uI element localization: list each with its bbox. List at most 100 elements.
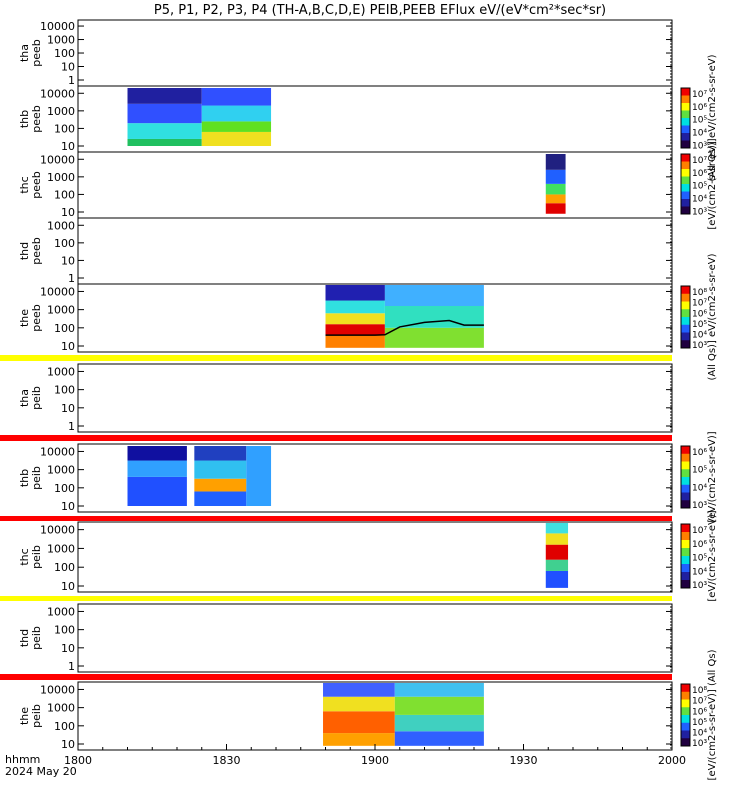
colorbar-segment xyxy=(681,484,690,493)
spectrogram-band xyxy=(545,533,569,545)
colorbar-title: (All Qs)] eV/(cm2-s-sr-eV) xyxy=(707,54,718,181)
panel-probe-label: thd xyxy=(18,629,31,647)
spectrogram-band xyxy=(384,285,484,306)
colorbar-tick-label: 10⁴ xyxy=(692,567,707,577)
colorbar-segment xyxy=(681,286,690,295)
colorbar-title: [eV/(cm2-s-sr-eV)] (All Qs) xyxy=(707,649,718,780)
y-tick-label: 1000 xyxy=(47,605,75,618)
panel-probe-label: thb xyxy=(18,469,31,487)
spectrogram-band xyxy=(545,154,566,170)
panel-thd-peeb: 1000 100 10 1 thd peeb xyxy=(18,217,673,285)
y-tick-label: 1 xyxy=(68,660,75,673)
y-tick-label: 1000 xyxy=(47,702,75,715)
spectrogram-band xyxy=(545,559,569,571)
panel-probe-label: the xyxy=(18,309,31,327)
quality-flag-bar xyxy=(0,435,672,441)
spectrogram-band xyxy=(323,683,395,697)
colorbar-segment xyxy=(681,707,690,716)
colorbar-tick-label: 10⁴ xyxy=(692,729,707,739)
colorbar-segment xyxy=(681,118,690,126)
colorbar-segment xyxy=(681,722,690,731)
y-tick-label: 100 xyxy=(54,322,75,335)
y-tick-label: 100 xyxy=(54,720,75,733)
panel-product-label: peib xyxy=(30,626,43,650)
panel-probe-label: thc xyxy=(18,176,31,193)
colorbar-tick-label: 10⁷ xyxy=(692,90,707,100)
spectrogram-band xyxy=(201,121,272,132)
panel-product-label: peeb xyxy=(30,304,43,332)
panel-product-label: peib xyxy=(30,386,43,410)
y-tick-label: 100 xyxy=(54,237,75,250)
colorbar-segment xyxy=(681,191,690,200)
x-tick-label: 1800 xyxy=(64,754,92,767)
y-tick-label: 1 xyxy=(68,74,75,87)
colorbar-segment xyxy=(681,492,690,501)
colorbar-title: [eV/(cm2-s-sr-eV)] xyxy=(707,138,718,229)
y-tick-label: 10 xyxy=(61,500,75,513)
colorbar-frame xyxy=(680,153,691,215)
panel-frame xyxy=(77,217,673,285)
y-tick-label: 10000 xyxy=(40,445,75,458)
panel-thd-peib: 1000 100 10 1 thd peib xyxy=(0,603,673,680)
colorbar-tick-label: 10⁴ xyxy=(692,483,707,493)
panel-product-label: peeb xyxy=(30,105,43,133)
colorbar-tick-label: 10⁶ xyxy=(692,540,707,550)
spacecraft-potential-line xyxy=(325,319,484,336)
spectrogram-band xyxy=(545,169,566,184)
panel-frame xyxy=(77,443,673,513)
colorbar-segment xyxy=(681,332,690,341)
x-tick-label: 1900 xyxy=(361,754,389,767)
panel-frame xyxy=(77,521,673,593)
colorbar-segment xyxy=(681,206,690,215)
quality-flag-bar xyxy=(0,355,672,361)
colorbar-tick-label: 10⁴ xyxy=(692,128,707,138)
spectrogram-band xyxy=(127,123,202,139)
colorbar-tick-label: 10³ xyxy=(692,581,707,591)
panel-thc-peib: 10000 1000 100 10 thc peib 10⁷ 10⁶ 10⁵ 10⁴ 10³ [eV/… xyxy=(0,510,718,602)
x-axis: 1800 1830 1900 1930 2000 xyxy=(64,744,686,767)
colorbar-segment xyxy=(681,556,690,565)
colorbar-tick-label: 10⁶ xyxy=(692,448,707,458)
y-tick-label: 1000 xyxy=(47,105,75,118)
time-format-label: hhmm xyxy=(5,753,40,766)
panel-product-label: peib xyxy=(30,704,43,728)
y-tick-label: 10000 xyxy=(40,524,75,537)
colorbar-segment xyxy=(681,699,690,708)
colorbar-tick-label: 10³ xyxy=(692,341,707,351)
panel-probe-label: the xyxy=(18,707,31,725)
colorbar-segment xyxy=(681,125,690,134)
y-tick-label: 1000 xyxy=(47,34,75,47)
y-tick-label: 100 xyxy=(54,188,75,201)
colorbar-segment xyxy=(681,548,690,557)
spectrogram-band xyxy=(545,570,569,588)
spectrogram-band xyxy=(194,446,247,461)
colorbar-tick-label: 10³ xyxy=(692,141,707,151)
y-tick-label: 1 xyxy=(68,420,75,433)
colorbar-tick-label: 10⁶ xyxy=(692,169,707,179)
colorbar-segment xyxy=(681,738,690,747)
y-tick-label: 10 xyxy=(61,642,75,655)
colorbar-tick-label: 10⁵ xyxy=(692,182,707,192)
spectrogram-band xyxy=(201,88,272,106)
colorbar-frame xyxy=(680,445,691,509)
panel-probe-label: tha xyxy=(18,44,31,62)
spectrogram-band xyxy=(323,733,395,746)
colorbar-segment xyxy=(681,103,690,111)
colorbar-segment xyxy=(681,95,690,104)
spectrogram-band xyxy=(545,523,569,534)
panel-product-label: peeb xyxy=(30,39,43,67)
colorbar-segment xyxy=(681,691,690,700)
colorbar-segment xyxy=(681,730,690,739)
chart-title: P5, P1, P2, P3, P4 (TH-A,B,C,D,E) PEIB,P… xyxy=(154,3,606,18)
panel-probe-label: thc xyxy=(18,548,31,565)
spectrogram-band xyxy=(545,544,569,560)
colorbar-segment xyxy=(681,169,690,177)
colorbar-title: (All Qs)] eV/(cm2-s-sr-eV) xyxy=(707,253,718,380)
colorbar-tick-label: 10⁸ xyxy=(692,288,707,298)
quality-flag-bar xyxy=(0,516,672,521)
spectrogram-band xyxy=(325,335,385,348)
y-tick-label: 1000 xyxy=(47,365,75,378)
colorbar-segment xyxy=(681,154,690,162)
colorbar-tick-label: 10⁴ xyxy=(692,331,707,341)
